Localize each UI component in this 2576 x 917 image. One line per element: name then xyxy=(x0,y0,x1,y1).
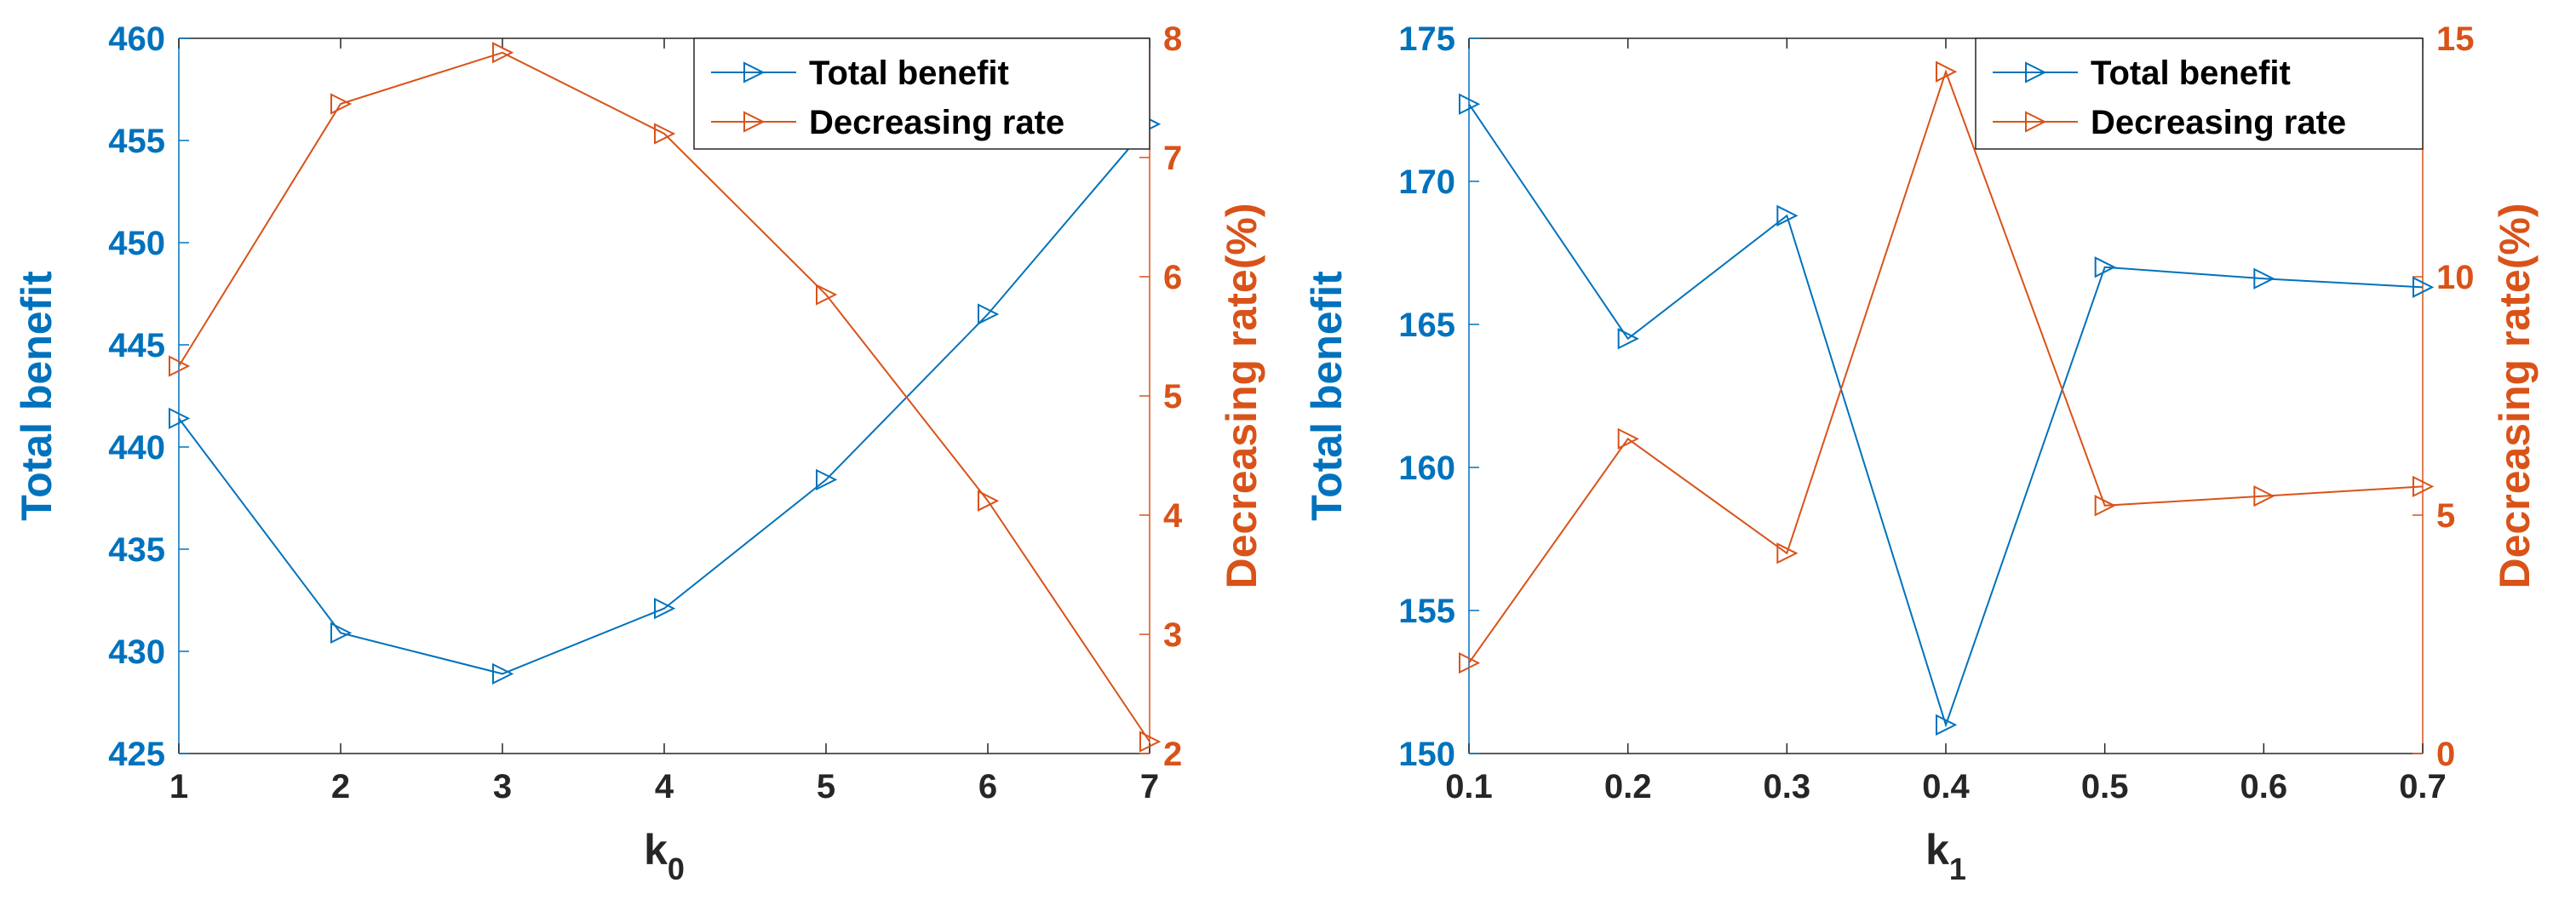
x-tick-label: 3 xyxy=(493,768,512,805)
left-y-axis-label: Total benefit xyxy=(13,271,60,521)
chart-0: 1 2 3 4 5 6 7 425 430 435 440 445 450 455 460 2 3 4 5 6 7 8 k0… xyxy=(13,20,1265,886)
total-benefit-line xyxy=(1468,103,2424,728)
decreasing-rate-point xyxy=(169,355,191,377)
left-y-tick-label: 160 xyxy=(1398,450,1455,487)
right-y-tick-label: 6 xyxy=(1163,259,1182,296)
left-y-axis-label: Total benefit xyxy=(1303,271,1351,521)
decreasing-rate-point xyxy=(2094,495,2116,517)
total-benefit-point xyxy=(492,662,514,685)
total-benefit-point xyxy=(2094,256,2116,278)
left-y-tick-label: 175 xyxy=(1398,20,1455,58)
x-tick-label: 0.4 xyxy=(1922,768,1970,805)
x-tick-label: 5 xyxy=(817,768,835,805)
x-axis-label-subscript: 1 xyxy=(1949,851,1966,886)
decreasing-rate-point xyxy=(2253,484,2275,507)
x-axis-label: k0 xyxy=(644,826,685,886)
decreasing-rate-point xyxy=(654,123,676,145)
right-y-tick-label: 2 xyxy=(1163,736,1182,773)
right-y-tick-label: 7 xyxy=(1163,140,1182,177)
right-y-tick-label: 5 xyxy=(2436,497,2455,535)
total-benefit-point xyxy=(816,468,838,491)
right-y-tick-label: 3 xyxy=(1163,616,1182,654)
x-axis-label-base: k xyxy=(644,826,668,874)
x-tick-label: 0.5 xyxy=(2081,768,2129,805)
x-tick-label: 0.3 xyxy=(1764,768,1811,805)
left-y-tick-label: 450 xyxy=(108,225,165,262)
right-y-tick-label: 0 xyxy=(2436,736,2455,773)
left-y-tick-label: 170 xyxy=(1398,163,1455,201)
x-tick-label: 2 xyxy=(331,768,350,805)
legend-total-benefit-marker xyxy=(743,61,766,83)
right-y-tick-label: 10 xyxy=(2436,259,2475,296)
plot-area xyxy=(1469,38,2423,754)
x-tick-label: 7 xyxy=(1140,768,1159,805)
decreasing-rate-point xyxy=(816,284,838,306)
decreasing-rate-point xyxy=(1139,731,1162,753)
decreasing-rate-line xyxy=(1468,69,2424,664)
total-benefit-point xyxy=(1459,93,1481,115)
x-axis-label-subscript: 0 xyxy=(668,851,685,886)
decreasing-rate-line xyxy=(178,51,1150,742)
total-benefit-point xyxy=(654,597,676,620)
decreasing-rate-point xyxy=(2412,475,2435,498)
left-y-tick-label: 440 xyxy=(108,429,165,467)
x-tick-label: 0.7 xyxy=(2399,768,2447,805)
legend-total-benefit-label: Total benefit xyxy=(809,54,1009,92)
total-benefit-point xyxy=(1936,714,1958,736)
left-y-tick-label: 460 xyxy=(108,20,165,58)
left-y-tick-label: 435 xyxy=(108,531,165,569)
legend-decreasing-rate-label: Decreasing rate xyxy=(809,104,1064,141)
x-tick-label: 4 xyxy=(655,768,674,805)
right-y-axis-label: Decreasing rate(%) xyxy=(1218,203,1265,589)
decreasing-rate-point xyxy=(492,42,514,64)
left-y-tick-label: 445 xyxy=(108,327,165,364)
total-benefit-point xyxy=(169,407,191,430)
legend-box xyxy=(1975,37,2424,150)
chart-1: 0.1 0.2 0.3 0.4 0.5 0.6 0.71501551601651701750… xyxy=(1303,20,2539,886)
total-benefit-point xyxy=(1617,328,1639,350)
x-axis-label: k1 xyxy=(1925,826,1966,886)
decreasing-rate-point xyxy=(1936,60,1958,83)
legend-decreasing-rate-marker xyxy=(2025,111,2047,133)
total-benefit-point xyxy=(330,622,353,645)
decreasing-rate-point xyxy=(1617,427,1639,450)
right-y-tick-label: 15 xyxy=(2436,20,2475,58)
total-benefit-point xyxy=(2412,276,2435,298)
decreasing-rate-point xyxy=(330,93,353,115)
total-benefit-point xyxy=(2253,267,2275,289)
legend-decreasing-rate-marker xyxy=(743,111,766,133)
left-y-tick-label: 430 xyxy=(108,633,165,671)
x-tick-label: 1 xyxy=(169,768,188,805)
total-benefit-line xyxy=(178,123,1150,675)
left-y-tick-label: 455 xyxy=(108,123,165,160)
decreasing-rate-point xyxy=(1459,651,1481,674)
x-tick-label: 0.1 xyxy=(1445,768,1493,805)
legend-decreasing-rate-label: Decreasing rate xyxy=(2091,104,2346,141)
x-tick-label: 6 xyxy=(978,768,997,805)
right-y-tick-label: 5 xyxy=(1163,378,1182,416)
left-y-tick-label: 155 xyxy=(1398,593,1455,630)
legend-total-benefit-label: Total benefit xyxy=(2091,54,2291,92)
x-axis-label-base: k xyxy=(1925,826,1949,874)
x-tick-label: 0.6 xyxy=(2240,768,2288,805)
legend-total-benefit-marker xyxy=(2025,61,2047,83)
legend-box xyxy=(693,37,1150,150)
decreasing-rate-point xyxy=(1776,542,1799,565)
left-y-tick-label: 150 xyxy=(1398,736,1455,773)
left-y-tick-label: 425 xyxy=(108,736,165,773)
total-benefit-point xyxy=(1776,204,1799,226)
left-y-tick-label: 165 xyxy=(1398,307,1455,344)
decreasing-rate-point xyxy=(978,490,1000,512)
right-y-tick-label: 4 xyxy=(1163,497,1183,535)
total-benefit-point xyxy=(978,303,1000,325)
x-tick-label: 0.2 xyxy=(1604,768,1652,805)
right-y-axis-label: Decreasing rate(%) xyxy=(2491,203,2539,589)
right-y-tick-label: 8 xyxy=(1163,20,1182,58)
plot-area xyxy=(179,38,1150,754)
